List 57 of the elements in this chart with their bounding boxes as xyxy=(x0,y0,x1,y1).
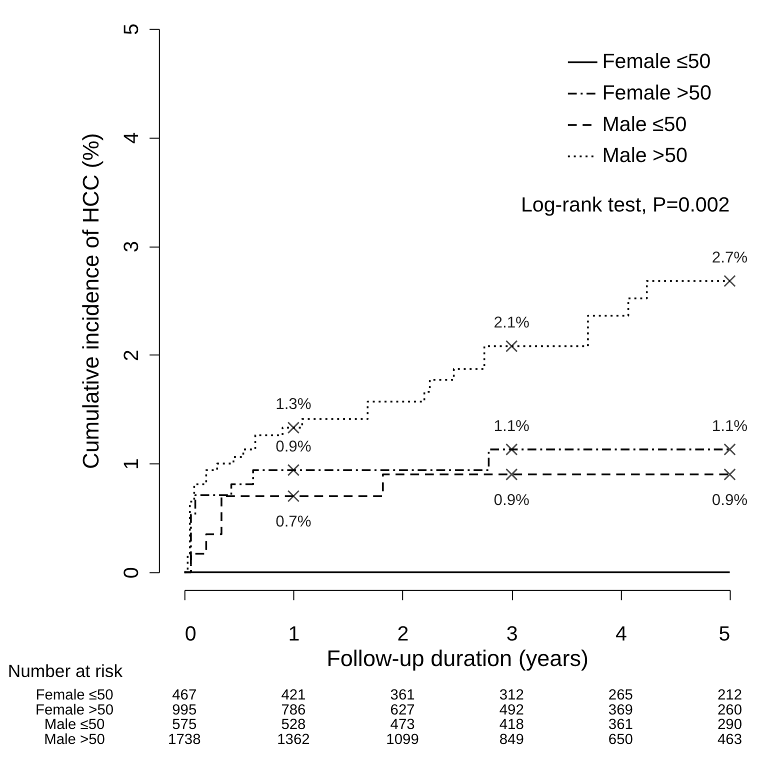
text: 421 xyxy=(281,688,306,704)
text: 575 xyxy=(172,717,197,734)
legend-label: Male ≤50 xyxy=(602,112,687,136)
text: 312 xyxy=(499,688,524,704)
data-label: 2.1% xyxy=(494,314,530,332)
text: 260 xyxy=(717,702,742,718)
text: Female ≤50 xyxy=(36,688,114,704)
x-tick-label: 5 xyxy=(718,622,730,646)
data-label: 1.1% xyxy=(712,418,748,435)
x-tick-label: 3 xyxy=(506,622,518,646)
text: 849 xyxy=(499,732,524,748)
legend-label: Male >50 xyxy=(602,144,688,168)
text: 473 xyxy=(390,717,415,734)
text: 467 xyxy=(172,688,197,704)
legend-label: Female ≤50 xyxy=(602,50,711,74)
text: 1362 xyxy=(277,732,310,748)
text: 1099 xyxy=(386,732,419,748)
text: 212 xyxy=(717,688,742,704)
text: 463 xyxy=(717,732,742,748)
x-axis-title: Follow-up duration (years) xyxy=(326,646,589,671)
x-tick-label: 1 xyxy=(288,622,300,646)
text: 361 xyxy=(390,688,415,704)
data-label: 0.9% xyxy=(712,492,748,509)
text: 492 xyxy=(499,702,524,718)
x-tick-label: 2 xyxy=(397,622,409,646)
x-tick-label: 0 xyxy=(184,622,196,646)
y-tick-label: 1 xyxy=(120,458,143,470)
data-label: 1.3% xyxy=(276,396,312,414)
data-label: 2.7% xyxy=(712,249,748,266)
text: 361 xyxy=(608,717,633,734)
text: 627 xyxy=(390,702,415,718)
text: 369 xyxy=(608,702,633,718)
text: 290 xyxy=(717,717,742,734)
y-tick-label: 5 xyxy=(120,24,143,36)
text: 528 xyxy=(281,717,306,734)
y-tick-label: 4 xyxy=(120,132,143,144)
data-label: 0.9% xyxy=(276,438,312,456)
text: Number at risk xyxy=(8,661,123,682)
text: Male ≤50 xyxy=(44,717,105,734)
text: Female >50 xyxy=(36,702,114,718)
text: 418 xyxy=(499,717,524,734)
data-label: 1.1% xyxy=(494,418,530,435)
data-label: 0.7% xyxy=(276,514,312,531)
text: 650 xyxy=(608,732,633,748)
y-tick-label: 0 xyxy=(120,567,143,578)
data-label: 0.9% xyxy=(494,492,530,509)
y-tick-label: 3 xyxy=(120,240,143,252)
y-tick-label: 2 xyxy=(120,350,143,362)
text: Male >50 xyxy=(44,732,105,748)
text: 786 xyxy=(281,702,306,718)
text: 265 xyxy=(608,688,633,704)
text: 1738 xyxy=(168,732,201,748)
text: 995 xyxy=(172,702,197,718)
y-axis-title: Cumulative incidence of HCC (%) xyxy=(78,133,104,469)
annotation: Log-rank test, P=0.002 xyxy=(520,193,730,216)
legend-label: Female >50 xyxy=(602,81,712,104)
x-tick-label: 4 xyxy=(615,622,627,646)
